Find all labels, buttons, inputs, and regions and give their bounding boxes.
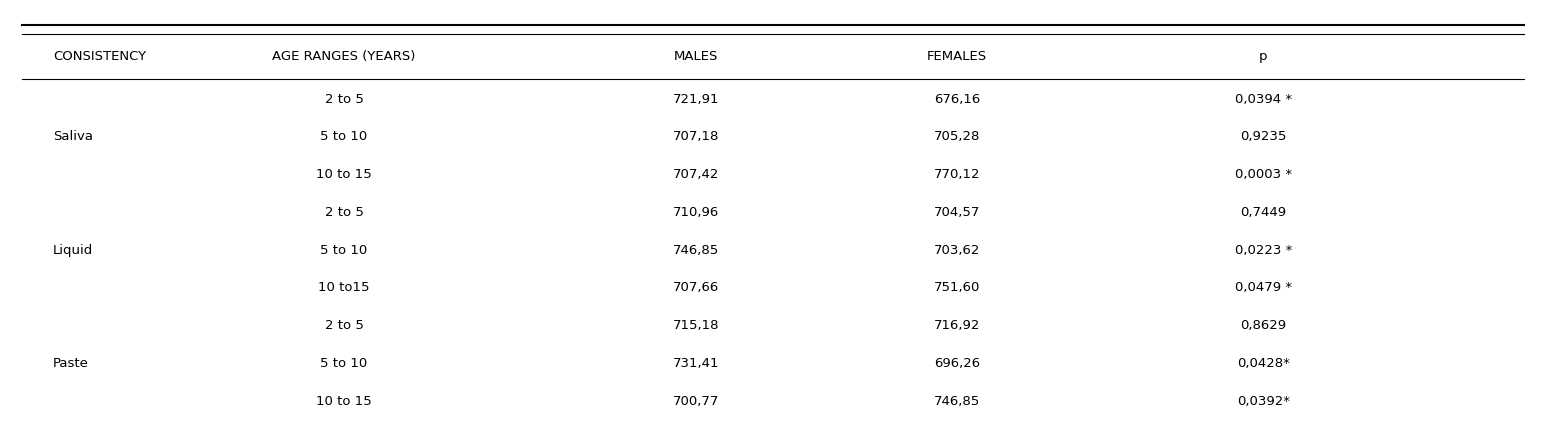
Text: 0,9235: 0,9235 [1240, 131, 1286, 143]
Text: 731,41: 731,41 [673, 357, 719, 370]
Text: 2 to 5: 2 to 5 [325, 93, 363, 106]
Text: 770,12: 770,12 [934, 168, 980, 181]
Text: 707,18: 707,18 [673, 131, 719, 143]
Text: 721,91: 721,91 [673, 93, 719, 106]
Text: 704,57: 704,57 [934, 206, 980, 219]
Text: 10 to 15: 10 to 15 [315, 395, 373, 407]
Text: 10 to 15: 10 to 15 [315, 168, 373, 181]
Text: 700,77: 700,77 [673, 395, 719, 407]
Text: MALES: MALES [674, 50, 719, 63]
Text: 707,42: 707,42 [673, 168, 719, 181]
Text: 705,28: 705,28 [934, 131, 980, 143]
Text: 0,0428*: 0,0428* [1237, 357, 1289, 370]
Text: 2 to 5: 2 to 5 [325, 319, 363, 332]
Text: 5 to 10: 5 to 10 [320, 357, 368, 370]
Text: p: p [1258, 50, 1268, 63]
Text: 676,16: 676,16 [934, 93, 980, 106]
Text: 5 to 10: 5 to 10 [320, 244, 368, 257]
Text: 2 to 5: 2 to 5 [325, 206, 363, 219]
Text: 0,0223 *: 0,0223 * [1235, 244, 1292, 257]
Text: 746,85: 746,85 [673, 244, 719, 257]
Text: FEMALES: FEMALES [926, 50, 986, 63]
Text: 10 to15: 10 to15 [318, 282, 369, 294]
Text: 0,8629: 0,8629 [1240, 319, 1286, 332]
Text: 5 to 10: 5 to 10 [320, 131, 368, 143]
Text: Liquid: Liquid [53, 244, 93, 257]
Text: Saliva: Saliva [53, 131, 93, 143]
Text: 0,0392*: 0,0392* [1237, 395, 1289, 407]
Text: 751,60: 751,60 [934, 282, 980, 294]
Text: 746,85: 746,85 [934, 395, 980, 407]
Text: Paste: Paste [53, 357, 88, 370]
Text: AGE RANGES (YEARS): AGE RANGES (YEARS) [272, 50, 416, 63]
Text: 0,7449: 0,7449 [1240, 206, 1286, 219]
Text: 703,62: 703,62 [934, 244, 980, 257]
Text: 0,0394 *: 0,0394 * [1235, 93, 1292, 106]
Text: 715,18: 715,18 [673, 319, 719, 332]
Text: 0,0003 *: 0,0003 * [1235, 168, 1292, 181]
Text: 716,92: 716,92 [934, 319, 980, 332]
Text: 696,26: 696,26 [934, 357, 980, 370]
Text: CONSISTENCY: CONSISTENCY [53, 50, 145, 63]
Text: 710,96: 710,96 [673, 206, 719, 219]
Text: 707,66: 707,66 [673, 282, 719, 294]
Text: 0,0479 *: 0,0479 * [1235, 282, 1292, 294]
